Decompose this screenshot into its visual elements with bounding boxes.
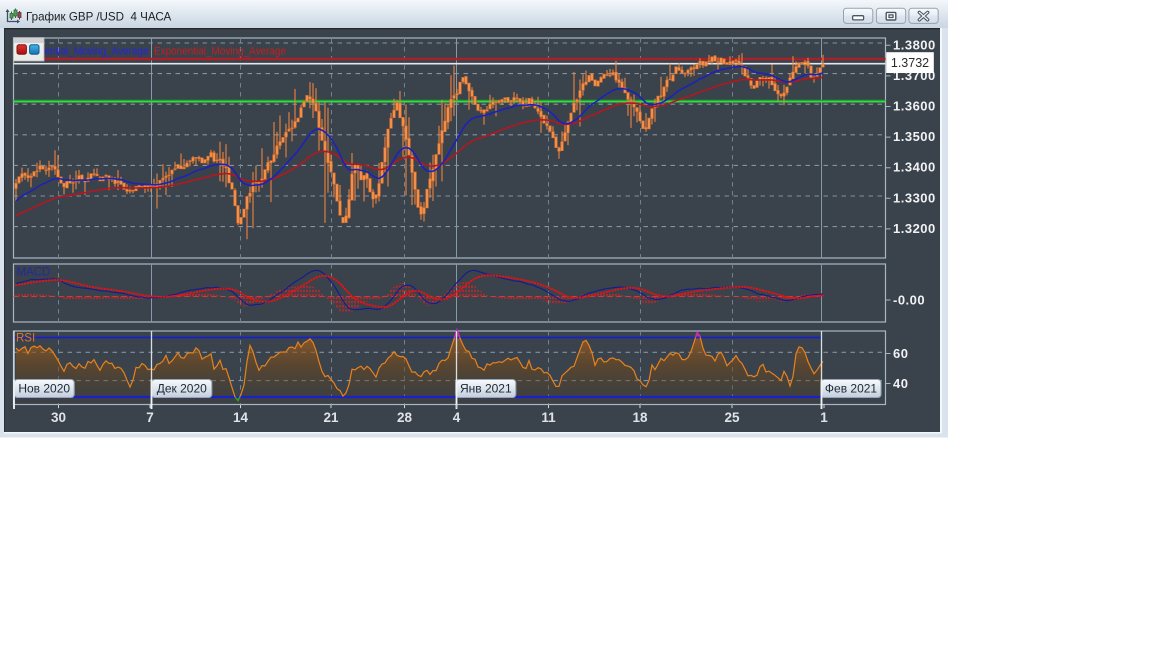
svg-text:Нов 2020: Нов 2020 — [18, 382, 70, 396]
svg-text:1.3600: 1.3600 — [893, 99, 936, 114]
svg-text:Янв 2021: Янв 2021 — [460, 382, 512, 396]
svg-text:1.3200: 1.3200 — [893, 221, 936, 236]
svg-text:28: 28 — [397, 410, 413, 425]
svg-text:21: 21 — [323, 410, 339, 425]
svg-text:25: 25 — [724, 410, 740, 425]
svg-text:Дек 2020: Дек 2020 — [157, 382, 207, 396]
svg-text:ential_Moving_Average: ential_Moving_Average — [45, 46, 149, 58]
svg-text:Exponential_Moving_Average: Exponential_Moving_Average — [154, 46, 286, 58]
svg-text:1: 1 — [820, 410, 828, 425]
svg-text:График GBP /USD 4 ЧАСА: График GBP /USD 4 ЧАСА — [26, 11, 171, 24]
svg-text:1.3400: 1.3400 — [893, 160, 936, 175]
svg-text:1.3500: 1.3500 — [893, 129, 936, 144]
svg-text:-0.00: -0.00 — [893, 293, 925, 308]
svg-text:11: 11 — [541, 410, 556, 425]
svg-text:1.3732: 1.3732 — [891, 56, 929, 70]
svg-text:40: 40 — [893, 376, 908, 391]
svg-text:14: 14 — [233, 410, 249, 425]
svg-text:RSI: RSI — [16, 332, 35, 344]
svg-text:18: 18 — [632, 410, 648, 425]
svg-text:60: 60 — [893, 346, 908, 361]
svg-text:Фев 2021: Фев 2021 — [825, 382, 878, 396]
svg-text:4: 4 — [453, 410, 461, 425]
svg-text:1.3300: 1.3300 — [893, 190, 936, 205]
svg-text:7: 7 — [146, 410, 154, 425]
svg-text:30: 30 — [51, 410, 66, 425]
svg-text:MACD: MACD — [17, 267, 51, 279]
svg-text:1.3800: 1.3800 — [893, 37, 936, 52]
